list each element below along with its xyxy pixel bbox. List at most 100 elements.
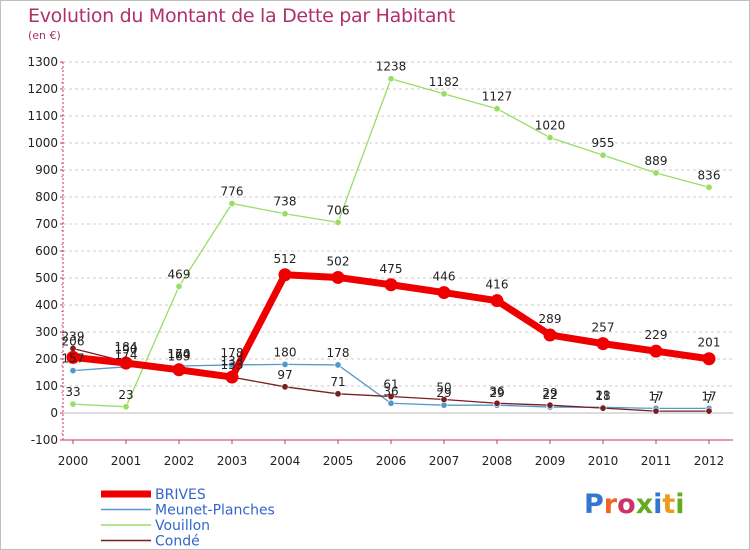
data-point: [278, 268, 292, 282]
y-tick-label: -100: [31, 433, 58, 447]
data-point: [546, 134, 554, 142]
data-label: 706: [327, 203, 350, 217]
x-tick-label: 2002: [164, 454, 195, 468]
x-tick-label: 2006: [376, 454, 407, 468]
data-point: [440, 395, 448, 403]
data-point: [228, 199, 236, 207]
data-point: [599, 151, 607, 159]
data-label: 160: [168, 347, 191, 361]
data-label: 184: [115, 340, 138, 354]
logo-letter: o: [617, 489, 636, 520]
data-label: 50: [436, 381, 451, 395]
data-label: 36: [383, 384, 398, 398]
y-tick-label: 1300: [27, 55, 58, 69]
x-tick-label: 2008: [482, 454, 513, 468]
y-tick-label: 200: [35, 352, 58, 366]
proxiti-logo: Proxiti: [584, 489, 685, 520]
data-label: 1127: [482, 90, 513, 104]
data-label: 1238: [376, 60, 407, 74]
data-label: 776: [221, 184, 244, 198]
y-tick-label: 0: [50, 406, 58, 420]
data-label: 17: [648, 389, 663, 403]
data-label: 18: [595, 389, 610, 403]
data-point: [543, 328, 557, 342]
x-tick-label: 2005: [323, 454, 354, 468]
logo-letter: P: [584, 489, 604, 520]
data-point: [705, 183, 713, 191]
data-label: 71: [330, 375, 345, 389]
logo-letter: i: [675, 489, 685, 520]
data-point: [387, 75, 395, 83]
data-label: 133: [221, 354, 244, 368]
data-label: 178: [221, 346, 244, 360]
data-label: 955: [592, 136, 615, 150]
data-label: 97: [277, 368, 292, 382]
data-label: 889: [645, 154, 668, 168]
data-label: 475: [380, 262, 403, 276]
data-point: [705, 407, 713, 415]
data-label: 23: [118, 388, 133, 402]
data-label: 178: [327, 346, 350, 360]
y-tick-label: 400: [35, 298, 58, 312]
y-tick-label: 1200: [27, 82, 58, 96]
y-tick-label: 600: [35, 244, 58, 258]
y-tick-label: 1100: [27, 109, 58, 123]
y-tick-label: 700: [35, 217, 58, 231]
x-tick-label: 2007: [429, 454, 460, 468]
x-tick-label: 2009: [535, 454, 566, 468]
data-label: 22: [542, 388, 557, 402]
data-label: 502: [327, 254, 350, 268]
data-point: [387, 393, 395, 401]
data-point: [331, 270, 345, 284]
x-tick-label: 2012: [694, 454, 725, 468]
data-point: [596, 337, 610, 351]
data-label: 1182: [429, 75, 460, 89]
data-label: 7: [652, 392, 660, 406]
legend-label: Condé: [155, 534, 200, 550]
legend-label: Vouillon: [155, 518, 210, 534]
data-label: 29: [489, 386, 504, 400]
data-label: 512: [274, 252, 297, 266]
data-label: 36: [489, 384, 504, 398]
chart-subtitle: (en €): [28, 29, 61, 42]
x-tick-label: 2000: [58, 454, 89, 468]
data-point: [334, 361, 342, 369]
x-tick-label: 2011: [641, 454, 672, 468]
data-label: 180: [274, 345, 297, 359]
data-label: 257: [592, 321, 615, 335]
data-label: 157: [62, 352, 85, 366]
y-tick-label: 800: [35, 190, 58, 204]
data-label: 469: [168, 267, 191, 281]
data-label: 229: [645, 328, 668, 342]
data-label: 33: [65, 385, 80, 399]
data-label: 29: [436, 386, 451, 400]
data-point: [334, 390, 342, 398]
data-point: [122, 403, 130, 411]
data-point: [384, 278, 398, 292]
y-tick-label: 1000: [27, 136, 58, 150]
x-tick-label: 2003: [217, 454, 248, 468]
y-tick-label: 500: [35, 271, 58, 285]
logo-letter: t: [662, 489, 676, 520]
y-tick-label: 100: [35, 379, 58, 393]
data-label: 446: [433, 270, 456, 284]
data-point: [437, 286, 451, 300]
y-tick-label: 300: [35, 325, 58, 339]
data-point: [546, 401, 554, 409]
data-label: 836: [698, 168, 721, 182]
data-label: 289: [539, 312, 562, 326]
data-point: [281, 210, 289, 218]
data-point: [66, 350, 80, 364]
logo-letter: r: [603, 489, 618, 520]
data-point: [281, 383, 289, 391]
data-point: [493, 399, 501, 407]
data-point: [387, 399, 395, 407]
legend-label: Meunet-Planches: [155, 503, 275, 519]
data-point: [599, 404, 607, 412]
data-label: 133: [221, 358, 244, 372]
data-point: [119, 356, 133, 370]
data-label: 239: [62, 329, 85, 343]
y-tick-label: 900: [35, 163, 58, 177]
